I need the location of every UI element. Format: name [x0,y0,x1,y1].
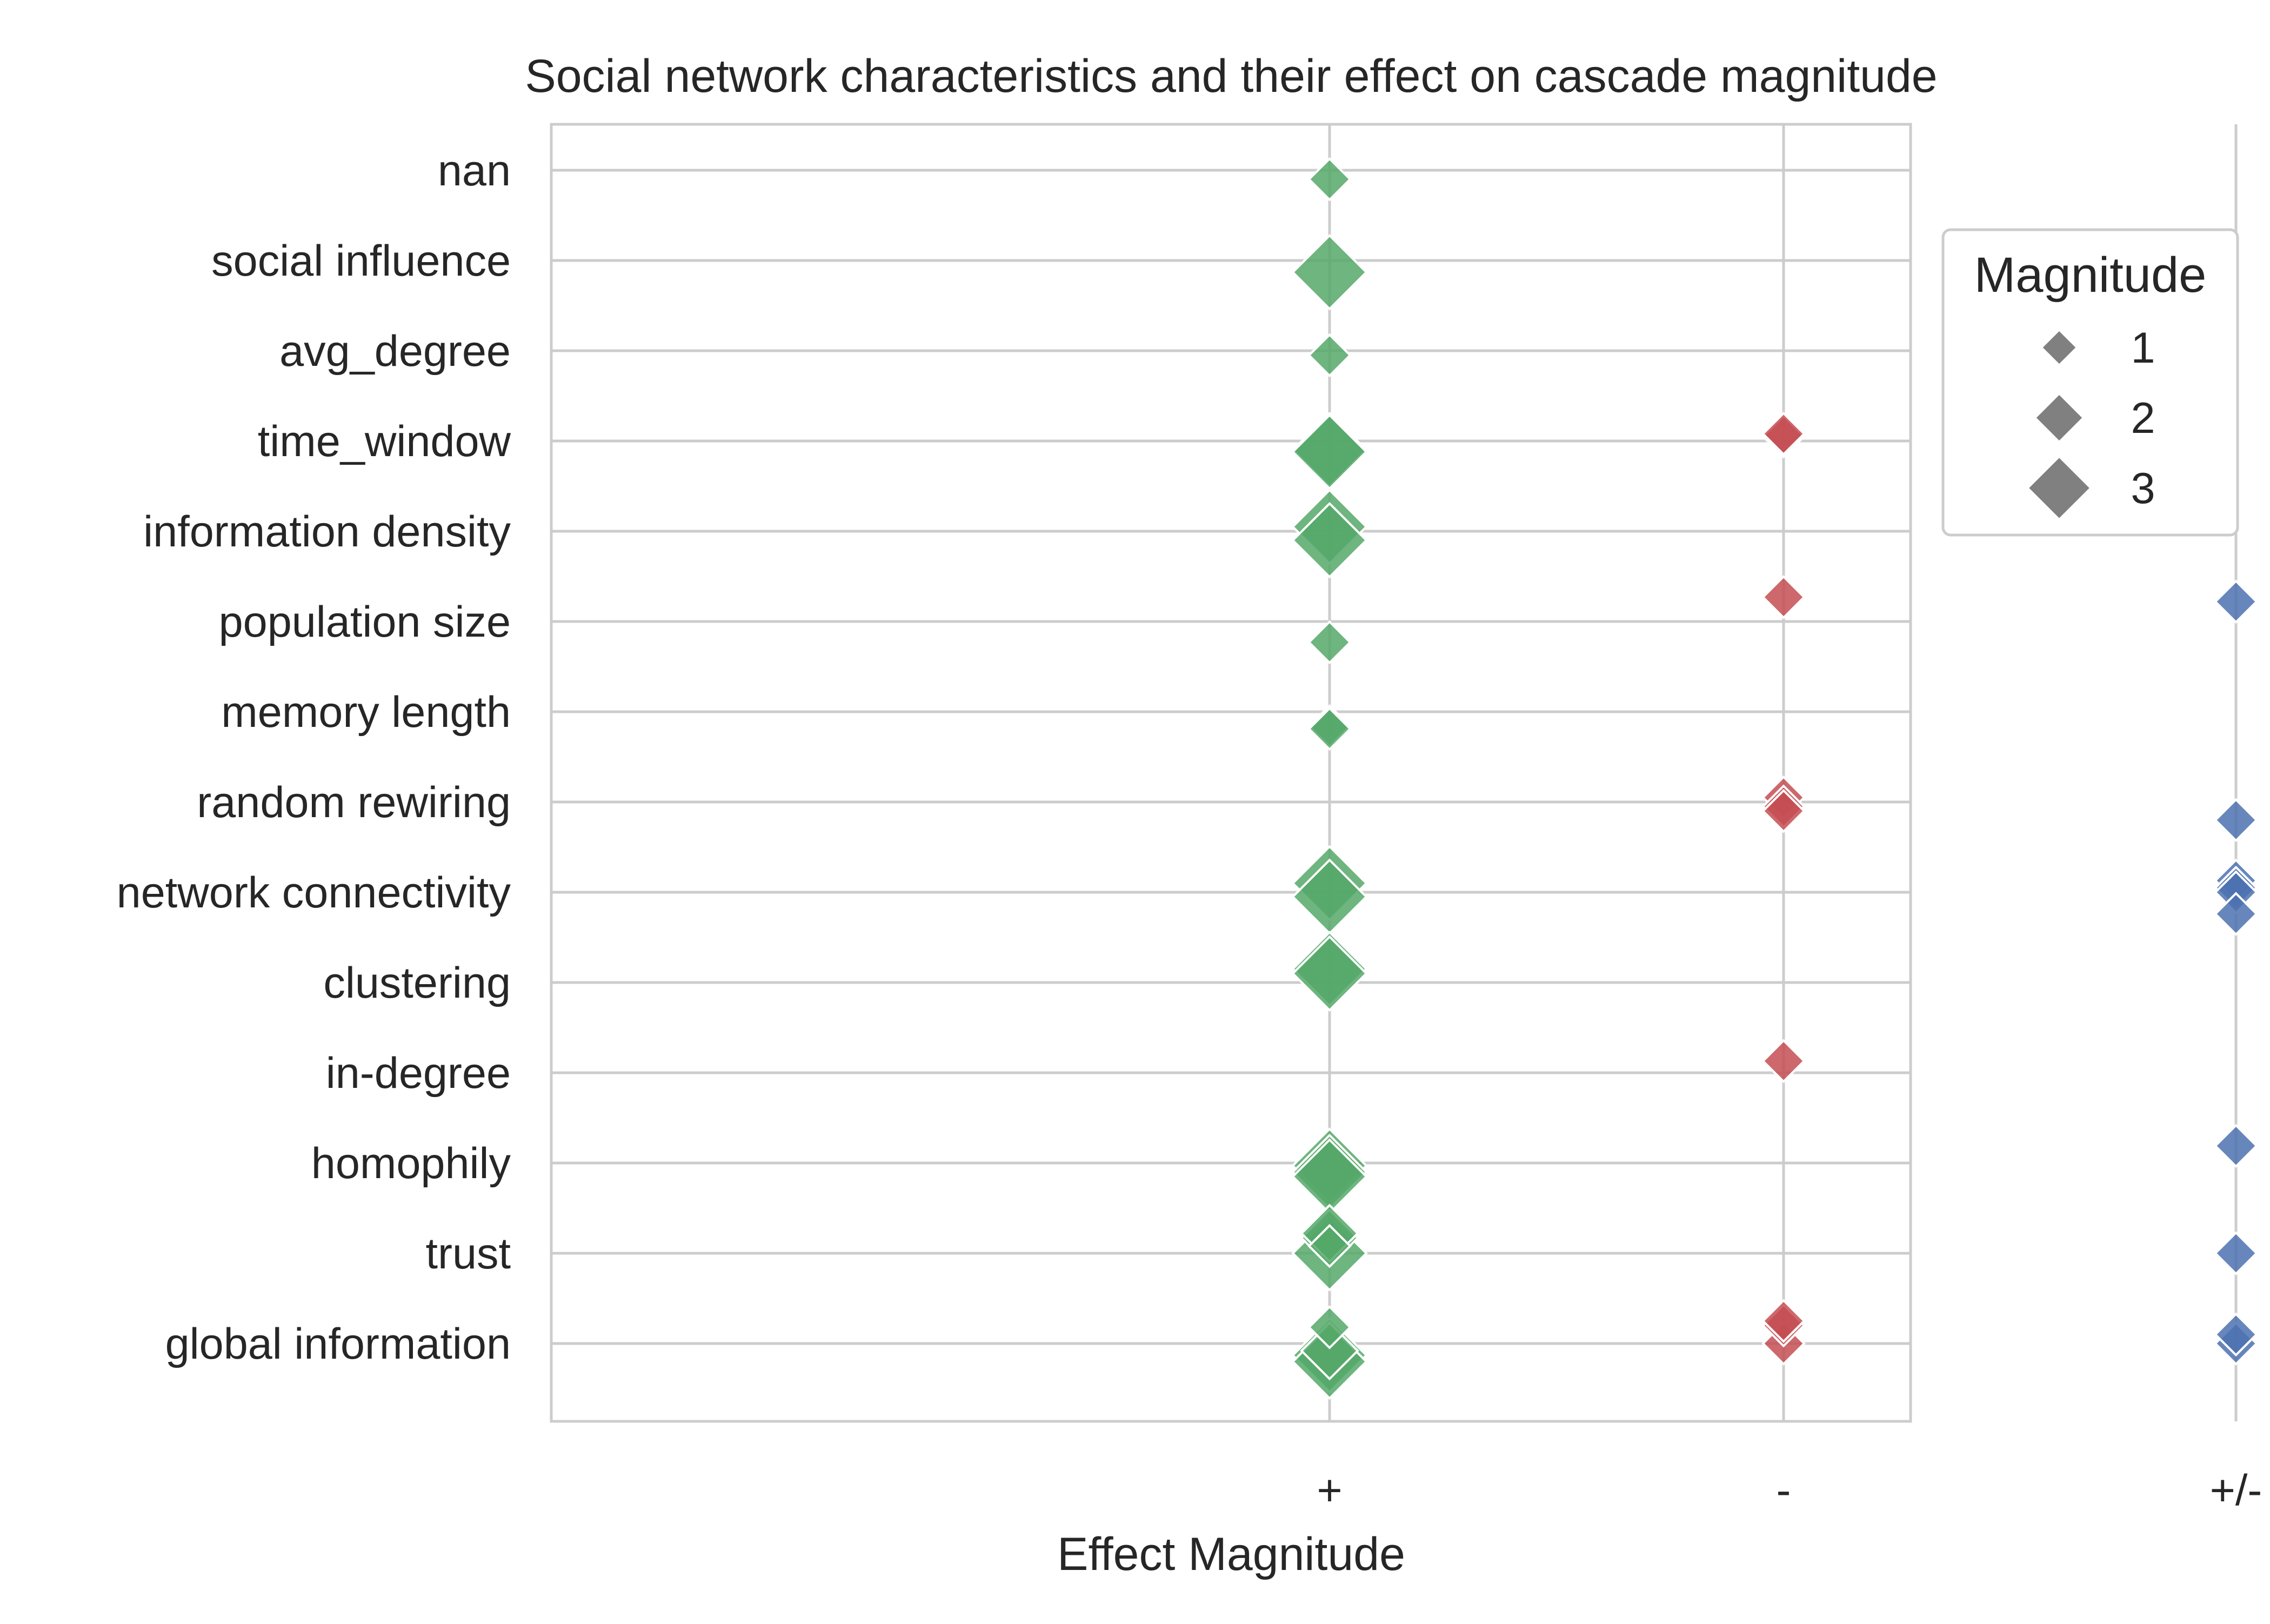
data-point [1291,233,1368,311]
y-tick-label: in-degree [326,1049,511,1098]
y-tick-label: memory length [221,688,511,737]
data-point [1761,788,1806,833]
y-tick-label: nan [438,146,511,195]
legend-label: 1 [2131,324,2155,372]
x-axis-label: Effect Magnitude [1057,1528,1405,1580]
data-point [1291,935,1368,1012]
data-point [2214,579,2258,624]
y-tick-label: random rewiring [197,778,511,827]
data-point [2214,1231,2258,1275]
data-point [1761,575,1806,619]
data-point [2214,1124,2258,1168]
y-tick-label: network connectivity [117,868,511,917]
data-point [2214,798,2258,843]
data-point [1300,1321,1359,1381]
legend-entry: 1 [2040,324,2155,372]
legend-entry: 2 [2034,392,2155,443]
data-point [2214,1312,2258,1357]
legend-label: 3 [2131,464,2155,513]
legend-marker [2040,329,2078,366]
x-tick-label: - [1777,1466,1791,1515]
data-point [2214,892,2258,936]
x-tick-labels: + - +/- [1317,1466,2262,1515]
y-tick-label: homophily [311,1139,511,1188]
y-tick-label: clustering [323,959,511,1007]
y-tick-labels: nan social influence avg_degree time_window… [117,146,511,1368]
y-tick-label: population size [219,598,511,646]
legend-entries: 1 2 3 [2027,324,2155,520]
legend-box [1941,228,2239,537]
data-point [1291,502,1368,579]
data-point [1307,157,1352,202]
y-tick-label: time_window [258,417,511,466]
data-point [1307,706,1352,751]
y-tick-label: global information [165,1320,511,1368]
legend-entry: 3 [2027,456,2155,520]
y-tick-label: social influence [211,237,511,285]
legend-title: Magnitude [1974,248,2207,303]
x-tick-label: +/- [2210,1466,2262,1515]
data-points [1291,157,2258,1400]
data-point [1761,1299,1806,1344]
chart-title: Social network characteristics and their… [525,50,1937,102]
data-point [1307,333,1352,378]
x-tick-label: + [1317,1466,1342,1515]
legend-label: 2 [2131,394,2155,443]
y-tick-label: avg_degree [279,327,511,376]
data-point [1761,411,1806,456]
data-point [1761,1039,1806,1084]
legend-marker [2034,392,2085,443]
plot-frame [550,123,1912,1423]
legend-marker [2027,456,2092,520]
data-point [1307,1224,1352,1268]
legend: Magnitude 1 2 3 [1941,228,2239,537]
y-tick-label: information density [143,507,511,556]
data-point [1307,1305,1352,1349]
y-tick-label: trust [425,1229,511,1278]
data-point [1307,620,1352,665]
